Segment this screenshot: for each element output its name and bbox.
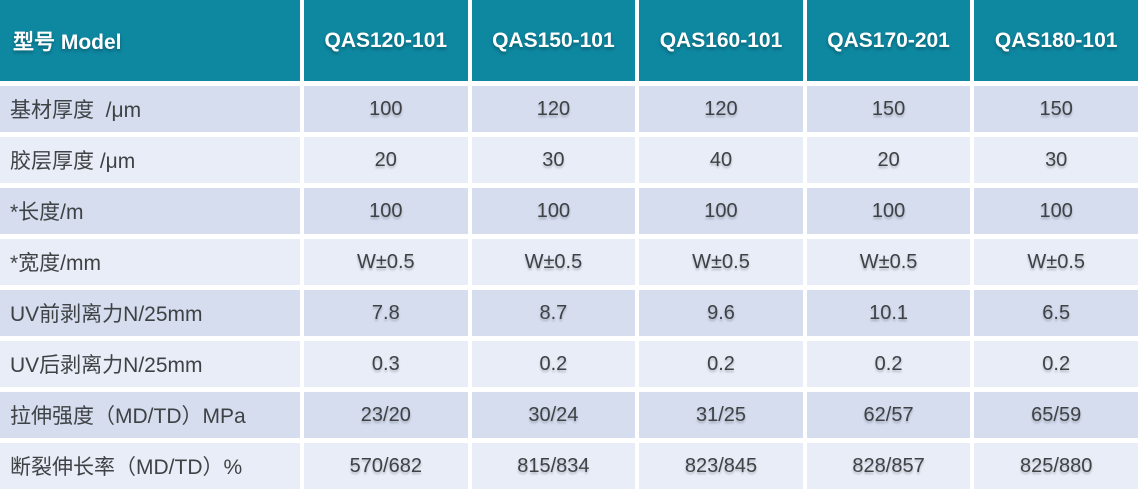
row-label: UV后剥离力N/25mm [0, 341, 300, 387]
spec-table-body: 基材厚度 /μm 100 120 120 150 150 胶层厚度 /μm 20 30 40 20 3… [0, 86, 1138, 489]
column-header-cell: QAS170-201 [806, 0, 971, 81]
value-cell: 120 [471, 86, 636, 132]
value-cell: 30 [974, 137, 1138, 183]
value-cell: 150 [974, 86, 1138, 132]
column-header-cell: QAS150-101 [471, 0, 636, 81]
value-cell: 23/20 [304, 392, 468, 438]
row-label: *宽度/mm [0, 239, 300, 285]
value-cell: 9.6 [639, 290, 803, 336]
table-row: 胶层厚度 /μm 20 30 40 20 30 [0, 137, 1138, 183]
value-cell: W±0.5 [974, 239, 1138, 285]
value-cell: 100 [974, 188, 1138, 234]
value-cell: 10.1 [806, 290, 971, 336]
value-cell: 150 [806, 86, 971, 132]
value-cell: 0.2 [974, 341, 1138, 387]
value-cell: 40 [639, 137, 803, 183]
value-cell: 815/834 [471, 443, 636, 489]
header-row: 型号 Model QAS120-101 QAS150-101 QAS160-101 QA… [0, 0, 1138, 81]
value-cell: 100 [639, 188, 803, 234]
value-cell: W±0.5 [304, 239, 468, 285]
column-header-cell: QAS120-101 [304, 0, 468, 81]
value-cell: 100 [304, 188, 468, 234]
value-cell: 823/845 [639, 443, 803, 489]
table-row: 断裂伸长率（MD/TD）% 570/682 815/834 823/845 828/85… [0, 443, 1138, 489]
row-label: 拉伸强度（MD/TD）MPa [0, 392, 300, 438]
model-header-cell: 型号 Model [0, 0, 300, 81]
value-cell: 120 [639, 86, 803, 132]
row-label: 基材厚度 /μm [0, 86, 300, 132]
value-cell: 31/25 [639, 392, 803, 438]
table-row: 基材厚度 /μm 100 120 120 150 150 [0, 86, 1138, 132]
value-cell: 100 [806, 188, 971, 234]
table-row: UV前剥离力N/25mm 7.8 8.7 9.6 10.1 6.5 [0, 290, 1138, 336]
value-cell: 0.2 [471, 341, 636, 387]
table-row: UV后剥离力N/25mm 0.3 0.2 0.2 0.2 0.2 [0, 341, 1138, 387]
value-cell: 30 [471, 137, 636, 183]
table-row: 拉伸强度（MD/TD）MPa 23/20 30/24 31/25 62/57 65/59 [0, 392, 1138, 438]
value-cell: 0.2 [639, 341, 803, 387]
column-header-cell: QAS160-101 [639, 0, 803, 81]
value-cell: 20 [806, 137, 971, 183]
value-cell: 20 [304, 137, 468, 183]
row-label: 胶层厚度 /μm [0, 137, 300, 183]
value-cell: 6.5 [974, 290, 1138, 336]
value-cell: 0.2 [806, 341, 971, 387]
table-row: *宽度/mm W±0.5 W±0.5 W±0.5 W±0.5 W±0.5 [0, 239, 1138, 285]
table-row: *长度/m 100 100 100 100 100 [0, 188, 1138, 234]
value-cell: 0.3 [304, 341, 468, 387]
value-cell: 100 [304, 86, 468, 132]
value-cell: 100 [471, 188, 636, 234]
value-cell: 8.7 [471, 290, 636, 336]
row-label: 断裂伸长率（MD/TD）% [0, 443, 300, 489]
value-cell: 30/24 [471, 392, 636, 438]
value-cell: 828/857 [806, 443, 971, 489]
value-cell: 62/57 [806, 392, 971, 438]
row-label: UV前剥离力N/25mm [0, 290, 300, 336]
value-cell: W±0.5 [471, 239, 636, 285]
value-cell: 7.8 [304, 290, 468, 336]
column-header-cell: QAS180-101 [974, 0, 1138, 81]
value-cell: W±0.5 [806, 239, 971, 285]
value-cell: W±0.5 [639, 239, 803, 285]
value-cell: 570/682 [304, 443, 468, 489]
value-cell: 825/880 [974, 443, 1138, 489]
row-label: *长度/m [0, 188, 300, 234]
value-cell: 65/59 [974, 392, 1138, 438]
